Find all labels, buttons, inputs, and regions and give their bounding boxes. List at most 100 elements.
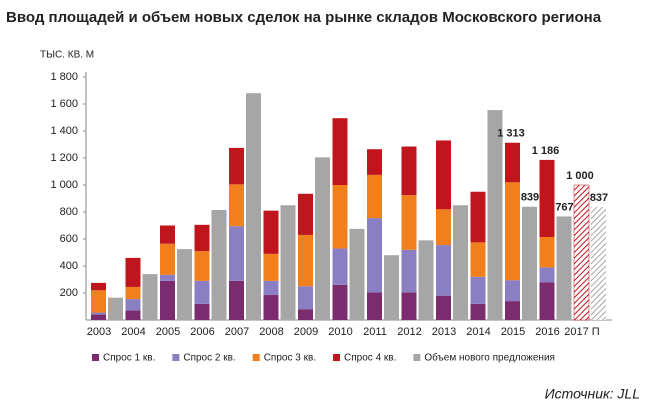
x-tick-label: 2006 [190,326,214,338]
y-tick-label: 1 800 [50,71,78,83]
bar-segment [160,274,175,281]
bar-segment [470,276,486,304]
bar-segment [436,209,451,246]
bar [591,207,606,320]
bar-segment [194,251,210,281]
bar-segment [436,295,451,320]
bar-segment [470,191,486,243]
bar-segment [401,292,417,320]
bar [349,228,365,320]
bar-segment [436,245,451,296]
bar-segment [505,182,520,281]
x-tick-label: 2013 [432,326,456,338]
bar [315,157,330,320]
bar-segment [160,243,175,275]
bar-segment [332,118,348,185]
bar-segment [229,280,244,320]
bar-segment [194,303,210,320]
data-label: 837 [590,192,608,204]
bar [108,297,123,320]
x-tick-label: 2017 П [564,326,600,338]
y-tick-label: 200 [60,287,78,299]
bar [556,216,572,320]
bar-segment [539,236,555,268]
bar-segment [539,267,555,283]
bar-segment [298,234,313,287]
x-tick-label: 2012 [397,326,421,338]
data-label: 1 000 [566,170,594,182]
bar-segment [367,149,382,175]
x-tick-label: 2007 [225,326,249,338]
bar-segment [505,142,520,183]
y-tick-label: 1 400 [50,125,78,137]
x-tick-label: 2016 [535,326,559,338]
bar [177,249,192,320]
bar-segment [229,184,244,227]
y-tick-label: 600 [60,233,78,245]
bar [522,206,537,320]
bar-segment [125,310,141,320]
data-label: 1 186 [532,145,560,157]
bar-segment [229,147,244,185]
bar-segment [401,249,417,293]
bar [246,93,261,320]
bar-segment [194,224,210,252]
data-label: 1 313 [497,128,525,140]
chart-title: Ввод площадей и объем новых сделок на ры… [6,9,602,26]
legend-swatch [413,354,421,361]
bar-segment [160,225,175,244]
x-tick-label: 2003 [87,326,111,338]
bar [142,274,158,320]
x-tick-label: 2010 [328,326,352,338]
x-tick-label: 2014 [466,326,490,338]
y-tick-label: 800 [60,206,78,218]
bar-segment [263,295,279,320]
legend-label: Спрос 3 кв. [264,353,316,364]
bar-segment [505,280,520,302]
bar [418,240,434,320]
bar-segment [160,280,175,320]
bar-segment [332,284,348,320]
x-tick-label: 2009 [294,326,318,338]
bar-segment [263,253,279,281]
bar-segment [298,309,313,320]
legend-label: Спрос 2 кв. [183,353,235,364]
x-tick-label: 2004 [121,326,145,338]
bar [453,205,468,320]
bar-segment [539,282,555,320]
y-tick-label: 1 200 [50,152,78,164]
bar-segment [367,218,382,293]
bar [280,205,296,320]
bar-segment [298,193,313,235]
bar-segment [332,185,348,249]
y-axis-label: ТЫС. КВ. М [40,50,94,61]
bar-segment [125,286,141,300]
bar [573,184,590,321]
bar-segment [91,312,106,315]
legend-swatch [172,354,180,361]
y-tick-label: 1 600 [50,98,78,110]
bar-segment [401,195,417,250]
bar-segment [332,248,348,285]
bar-segment [229,226,244,281]
bar-segment [91,282,106,291]
bar-segment [470,242,486,277]
bar-segment [470,303,486,320]
data-label: 839 [521,192,539,204]
bar-segment [263,280,279,296]
bar-segment [263,210,279,254]
legend-label: Спрос 4 кв. [344,353,396,364]
bar-segment [125,299,141,311]
x-tick-label: 2015 [501,326,525,338]
bar-segment [194,280,210,304]
bar [211,209,227,320]
bar-segment [367,292,382,320]
bar-segment [91,314,106,320]
data-label: 767 [555,201,573,213]
legend-swatch [92,354,99,361]
y-tick-label: 400 [60,260,78,272]
bar-segment [505,301,520,320]
bar-segment [436,140,451,210]
legend-label: Объем нового предложения [424,352,555,364]
